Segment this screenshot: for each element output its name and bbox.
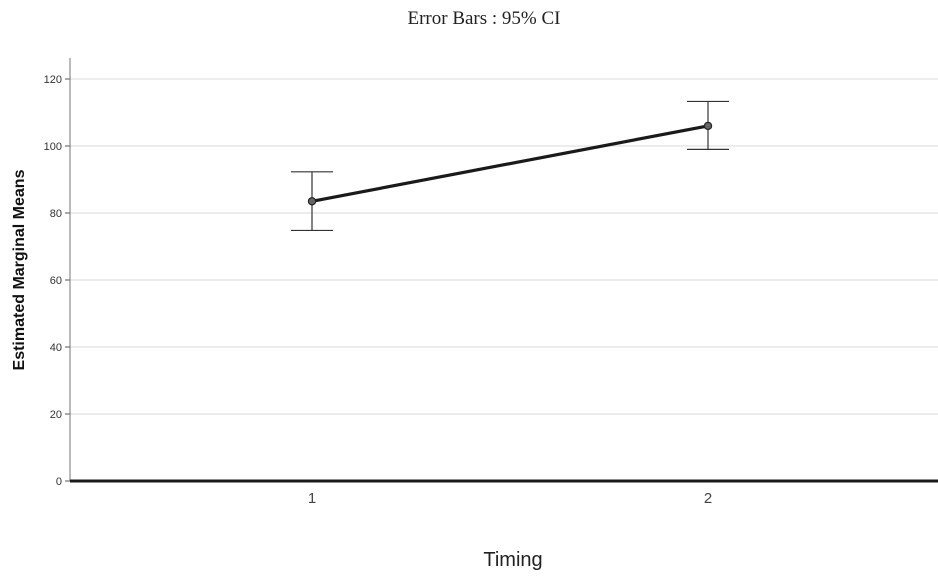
axes <box>65 58 938 483</box>
x-axis-label: Timing <box>483 549 542 571</box>
data-point <box>307 197 317 206</box>
series-lines <box>311 124 709 203</box>
y-tick-label: 60 <box>50 275 62 287</box>
gridlines <box>70 78 938 415</box>
error-bars-caption: Error Bars : 95% CI <box>407 8 561 29</box>
y-tick-label: 20 <box>50 409 62 421</box>
y-tick-labels: 0 20 40 60 80 100 120 <box>44 74 62 488</box>
data-points <box>307 121 713 206</box>
y-tick-label: 40 <box>50 342 62 354</box>
data-point <box>703 121 713 131</box>
series-line <box>311 124 709 203</box>
y-tick-label: 0 <box>56 476 62 488</box>
y-tick-label: 120 <box>44 74 62 86</box>
x-tick-label: 2 <box>704 490 712 507</box>
y-axis-label: Estimated Marginal Means <box>11 169 28 370</box>
error-bars <box>291 100 729 232</box>
x-tick-label: 1 <box>308 490 316 507</box>
y-tick-label: 100 <box>44 141 62 153</box>
y-tick-label: 80 <box>50 208 62 220</box>
